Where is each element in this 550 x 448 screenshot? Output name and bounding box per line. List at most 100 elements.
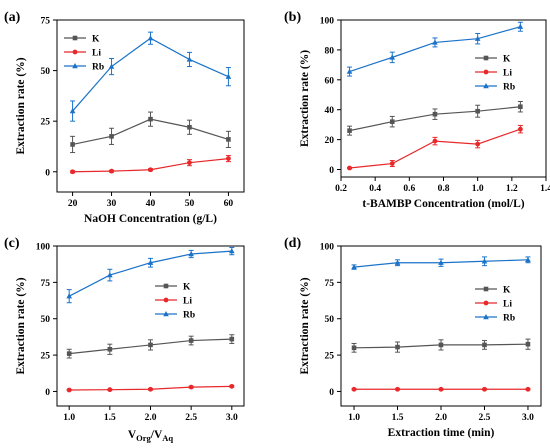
data-point [186, 56, 193, 62]
y-tick-label: 75 [325, 279, 335, 289]
legend-marker [483, 300, 489, 306]
legend-label: Li [503, 300, 512, 310]
panel-tag: (d) [284, 236, 301, 251]
y-tick-label: 0 [45, 168, 50, 178]
legend-label: Li [92, 49, 101, 59]
legend-label: K [92, 35, 100, 45]
legend-label: Li [503, 69, 512, 79]
legend-label: Li [183, 297, 192, 307]
series-line [349, 128, 521, 169]
data-point [109, 168, 114, 174]
legend-entry-li: Li [64, 49, 101, 59]
x-tick-label: 1.5 [392, 413, 404, 423]
legend-marker [483, 286, 489, 292]
panel-a: (a) 20 30 40 50 60 0 25 50 75 Extraction rate (%) N… [4, 10, 245, 225]
panel-tag: (b) [284, 10, 301, 25]
x-tick-label: 0.2 [335, 184, 347, 194]
y-tick-label: 40 [325, 106, 335, 116]
y-tick-label: 75 [41, 279, 51, 289]
data-point [389, 161, 395, 166]
data-point [66, 387, 72, 393]
panel-d: (d) 1.0 1.5 2.0 2.5 3.0 0 25 50 75 100 Extraction r… [284, 236, 542, 439]
legend-entry-rb: Rb [155, 311, 195, 321]
data-point [225, 73, 232, 79]
data-point [226, 137, 231, 142]
series-line [349, 26, 521, 73]
y-tick-label: 50 [41, 315, 51, 325]
series-li [351, 386, 531, 392]
legend-label: K [503, 55, 511, 65]
plot-frame [340, 245, 542, 407]
y-tick-label: 60 [325, 76, 335, 86]
data-point [395, 344, 400, 350]
plot-frame [56, 245, 245, 407]
data-point [351, 386, 357, 392]
y-tick-label: 75 [41, 17, 51, 27]
data-point [394, 259, 401, 265]
y-axis-title: Extraction rate (%) [299, 50, 311, 147]
plot-frame [56, 19, 245, 193]
x-tick-label: 40 [146, 199, 156, 209]
data-point [148, 386, 153, 392]
legend-label: Rb [503, 83, 515, 93]
data-point [187, 124, 192, 130]
panel-tag: (c) [4, 236, 20, 251]
legend-entry-k: K [475, 55, 511, 65]
data-point [70, 169, 75, 175]
y-tick-label: 0 [45, 388, 50, 398]
x-axis-title-subscript: Aq [162, 433, 173, 443]
legend-entry-k: K [64, 35, 100, 45]
y-tick-label: 50 [325, 315, 335, 325]
x-axis-title: Extraction time (min) [388, 427, 495, 439]
series-li [66, 383, 235, 393]
data-point [438, 259, 444, 265]
data-point [482, 342, 487, 348]
data-point [108, 63, 115, 69]
data-point [525, 341, 531, 347]
x-axis-title: VOrg/VAq [128, 429, 174, 443]
x-tick-label: 1.4 [540, 184, 550, 194]
x-tick-label: 30 [107, 199, 117, 209]
data-point [226, 156, 231, 162]
legend-marker [163, 283, 169, 289]
y-tick-label: 100 [320, 243, 335, 253]
data-point [518, 104, 523, 110]
series-rb [351, 256, 531, 270]
series-line [68, 250, 232, 297]
legend-marker [483, 69, 489, 75]
data-point [517, 126, 523, 132]
legend-entry-rb: Rb [475, 83, 515, 93]
y-tick-label: 25 [41, 118, 51, 128]
y-tick-label: 0 [329, 388, 334, 398]
legend-marker [163, 311, 169, 317]
data-point [148, 342, 153, 348]
data-point [438, 342, 444, 348]
data-point [351, 264, 357, 270]
data-point [229, 248, 235, 254]
y-axis-title: Extraction rate (%) [299, 277, 311, 374]
x-tick-label: 2.5 [185, 413, 197, 423]
data-point [188, 384, 194, 390]
x-axis-title-part: V [128, 429, 137, 441]
legend-marker [72, 35, 78, 41]
data-point [432, 138, 438, 144]
legend-entry-rb: Rb [475, 314, 515, 324]
data-point [148, 167, 153, 173]
panel-b: (b) 0.2 0.4 0.6 0.8 1.0 1.2 1.4 0 20 40 60 80 100 Extr… [284, 10, 550, 210]
x-tick-label: 2.0 [435, 413, 447, 423]
data-point [70, 142, 75, 147]
panel-c: (c) 1.0 1.5 2.0 2.5 3.0 0 25 50 75 100 Extraction r… [4, 236, 245, 443]
data-point [389, 119, 395, 124]
x-tick-label: 1.0 [63, 413, 75, 423]
data-point [66, 351, 72, 356]
series-rb [346, 21, 524, 77]
series-rb [66, 246, 235, 304]
legend-entry-li: Li [475, 300, 512, 310]
x-axis-title: t-BAMBP Concentration (mol/L) [362, 198, 524, 210]
data-point [347, 165, 352, 171]
data-point [351, 345, 357, 351]
y-axis-title: Extraction rate (%) [15, 57, 27, 154]
x-tick-label: 2.0 [145, 413, 157, 423]
series-li [347, 124, 523, 171]
data-point [474, 35, 481, 41]
